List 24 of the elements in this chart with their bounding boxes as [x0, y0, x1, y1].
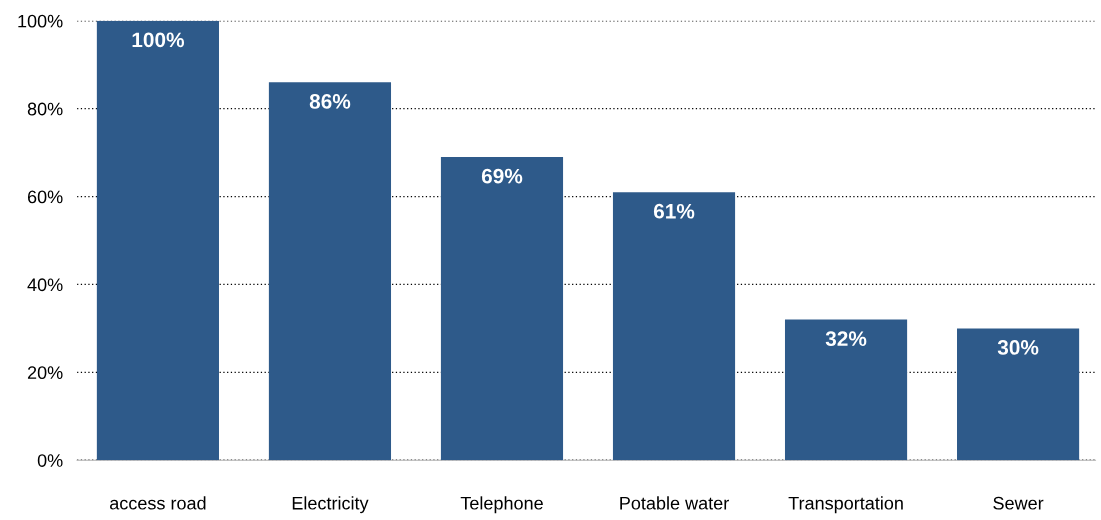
- data-label: 32%: [825, 331, 867, 347]
- bar: [784, 319, 908, 461]
- x-tick-label: Potable water: [620, 496, 729, 510]
- data-label: 61%: [653, 203, 695, 219]
- bar: [612, 192, 736, 461]
- data-label: 69%: [481, 168, 523, 184]
- x-tick-label: access road: [110, 496, 206, 510]
- x-tick-label: Sewer: [993, 496, 1044, 510]
- x-tick-label: Electricity: [292, 496, 369, 514]
- y-tick-label: 80%: [27, 102, 63, 116]
- bar: [96, 20, 219, 461]
- y-tick-label: 20%: [27, 366, 63, 380]
- x-tick-label: Transportation: [788, 496, 903, 514]
- x-tick-label: Telephone: [460, 496, 543, 514]
- bar: [268, 82, 392, 461]
- data-label: 30%: [997, 340, 1039, 355]
- data-label: 86%: [309, 94, 351, 109]
- y-tick-label: 60%: [27, 190, 63, 204]
- y-tick-label: 0%: [37, 454, 63, 467]
- bar: [440, 157, 564, 461]
- y-tick-label: 100%: [18, 14, 63, 28]
- y-tick-label: 40%: [27, 278, 63, 292]
- bar: [957, 328, 1080, 461]
- data-label: 100%: [132, 32, 185, 48]
